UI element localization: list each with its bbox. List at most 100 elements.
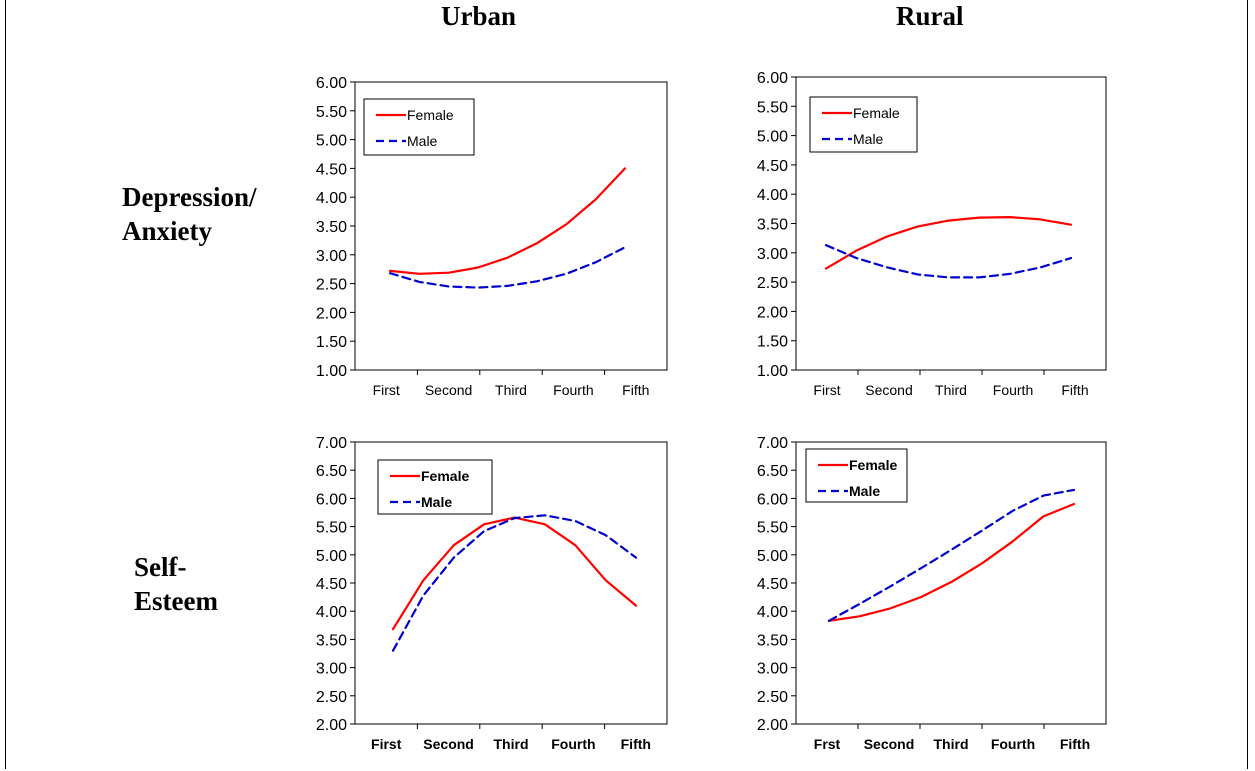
row-title-self-esteem: Self- Esteem xyxy=(134,550,218,618)
y-tick-label: 2.50 xyxy=(757,275,788,292)
legend: Female Male xyxy=(805,448,908,503)
x-tick-label: Fifth xyxy=(622,382,649,398)
y-tick-label: 5.00 xyxy=(757,129,788,146)
column-title-rural: Rural xyxy=(896,1,964,31)
x-tick-label: Third xyxy=(495,382,527,398)
y-tick-label: 6.00 xyxy=(757,70,788,87)
y-tick-label: 5.50 xyxy=(316,104,347,121)
y-tick-label: 6.50 xyxy=(316,463,347,480)
legend-label: Female xyxy=(853,105,900,121)
y-tick-label: 4.00 xyxy=(757,187,788,204)
y-tick-label: 2.00 xyxy=(316,305,347,322)
y-tick-label: 4.50 xyxy=(757,158,788,175)
x-tick-label: First xyxy=(373,382,400,398)
series-line-female xyxy=(391,516,638,631)
x-tick-label: First xyxy=(371,736,402,752)
y-tick-label: 3.00 xyxy=(757,246,788,263)
x-tick-label: Third xyxy=(935,382,967,398)
y-tick-label: 3.50 xyxy=(757,217,788,234)
row-title-line: Anxiety xyxy=(122,216,212,246)
x-tick-label: First xyxy=(813,382,840,398)
x-tick-label: Fourth xyxy=(551,736,595,752)
y-tick-label: 4.00 xyxy=(316,604,347,621)
x-tick-label: Frst xyxy=(814,736,841,752)
y-tick-label: 1.50 xyxy=(757,334,788,351)
legend-label: Male xyxy=(407,133,438,149)
legend-label: Male xyxy=(853,131,884,147)
chart-panel: 2.00 2.50 3.00 3.50 4.00 4.50 5.00 5.50 6.00 6.50… xyxy=(316,435,668,752)
y-tick-label: 5.50 xyxy=(316,520,347,537)
x-tick-label: Third xyxy=(494,736,529,752)
y-tick-label: 6.00 xyxy=(316,491,347,508)
y-tick-label: 2.00 xyxy=(757,304,788,321)
legend-box xyxy=(809,96,918,153)
slide-frame xyxy=(5,0,1248,769)
y-tick-label: 4.50 xyxy=(316,576,347,593)
y-tick-label: 5.00 xyxy=(316,548,347,565)
y-tick-label: 2.50 xyxy=(316,277,347,294)
y-tick-label: 3.00 xyxy=(316,661,347,678)
column-title-urban: Urban xyxy=(441,1,517,31)
y-tick-label: 2.00 xyxy=(757,717,788,734)
y-tick-label: 4.50 xyxy=(316,161,347,178)
y-tick-label: 5.00 xyxy=(757,548,788,565)
x-tick-label: Second xyxy=(425,382,472,398)
y-tick-label: 3.00 xyxy=(316,248,347,265)
y-tick-label: 3.00 xyxy=(757,661,788,678)
x-tick-label: Second xyxy=(423,736,474,752)
legend-box xyxy=(377,459,493,515)
y-tick-label: 5.50 xyxy=(757,520,788,537)
row-title-line: Depression/ xyxy=(122,182,257,212)
y-tick-label: 2.50 xyxy=(757,689,788,706)
x-tick-label: Second xyxy=(864,736,915,752)
legend: Female Male xyxy=(809,96,918,153)
y-tick-label: 3.50 xyxy=(757,632,788,649)
legend-label: Female xyxy=(849,457,897,473)
x-tick-label: Fifth xyxy=(1061,382,1088,398)
y-tick-label: 3.50 xyxy=(316,632,347,649)
y-tick-label: 4.00 xyxy=(316,190,347,207)
y-tick-label: 1.00 xyxy=(316,363,347,380)
legend-label: Male xyxy=(421,494,452,510)
x-tick-label: Fourth xyxy=(991,736,1035,752)
series-line-female xyxy=(388,167,627,275)
x-tick-label: Second xyxy=(865,382,912,398)
series-line-male xyxy=(388,246,627,289)
chart-panel: 1.00 1.50 2.00 2.50 3.00 3.50 4.00 4.50 5.00 5.50… xyxy=(316,75,668,398)
legend-label: Female xyxy=(421,468,469,484)
y-tick-label: 1.00 xyxy=(757,363,788,380)
y-tick-label: 6.00 xyxy=(316,75,347,92)
chart-panel: 1.00 1.50 2.00 2.50 3.00 3.50 4.00 4.50 5.00 5.50… xyxy=(757,70,1107,398)
y-tick-label: 6.50 xyxy=(757,463,788,480)
y-tick-label: 7.00 xyxy=(316,435,347,452)
y-tick-label: 1.50 xyxy=(316,334,347,351)
y-tick-label: 6.00 xyxy=(757,491,788,508)
x-tick-label: Third xyxy=(934,736,969,752)
row-title-line: Self- xyxy=(134,552,187,582)
series-line-male xyxy=(827,488,1076,622)
legend-box xyxy=(363,98,475,156)
legend: Female Male xyxy=(377,459,493,515)
series-line-male xyxy=(391,514,638,652)
row-title-depression-anxiety: Depression/ Anxiety xyxy=(122,180,257,248)
series-line-female xyxy=(824,216,1073,270)
series-line-female xyxy=(827,502,1076,622)
legend-label: Female xyxy=(407,107,454,123)
legend-label: Male xyxy=(849,483,880,499)
x-tick-label: Fourth xyxy=(553,382,593,398)
chart-panel: 2.00 2.50 3.00 3.50 4.00 4.50 5.00 5.50 6.00 6.50… xyxy=(757,435,1107,752)
y-tick-label: 5.00 xyxy=(316,133,347,150)
x-tick-label: Fourth xyxy=(993,382,1033,398)
y-tick-label: 4.50 xyxy=(757,576,788,593)
y-tick-label: 2.00 xyxy=(316,717,347,734)
row-title-line: Esteem xyxy=(134,586,218,616)
x-tick-label: Fifth xyxy=(621,736,651,752)
series-line-male xyxy=(824,244,1073,279)
y-tick-label: 7.00 xyxy=(757,435,788,452)
y-tick-label: 4.00 xyxy=(757,604,788,621)
legend: Female Male xyxy=(363,98,475,156)
y-tick-label: 2.50 xyxy=(316,689,347,706)
y-tick-label: 3.50 xyxy=(316,219,347,236)
legend-box xyxy=(805,448,908,503)
